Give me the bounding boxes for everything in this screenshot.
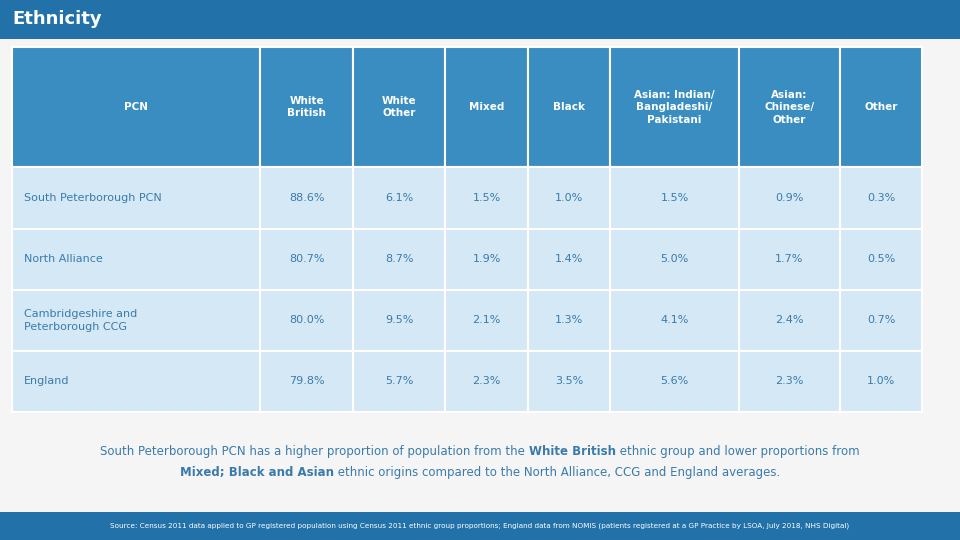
Text: 1.4%: 1.4% xyxy=(555,254,583,264)
Text: 79.8%: 79.8% xyxy=(289,376,324,387)
Text: ethnic origins compared to the North Alliance, CCG and England averages.: ethnic origins compared to the North All… xyxy=(334,465,780,479)
Text: 5.7%: 5.7% xyxy=(385,376,414,387)
Text: 0.5%: 0.5% xyxy=(867,254,896,264)
Text: 2.1%: 2.1% xyxy=(472,315,501,325)
Text: Mixed; Black and Asian: Mixed; Black and Asian xyxy=(180,465,334,479)
Text: 1.0%: 1.0% xyxy=(555,193,583,203)
Text: Mixed: Mixed xyxy=(468,102,504,112)
Text: 1.3%: 1.3% xyxy=(555,315,583,325)
Text: 1.9%: 1.9% xyxy=(472,254,501,264)
Text: White British: White British xyxy=(529,445,616,458)
Text: White
Other: White Other xyxy=(382,96,417,118)
Text: 80.0%: 80.0% xyxy=(289,315,324,325)
Text: Cambridgeshire and
Peterborough CCG: Cambridgeshire and Peterborough CCG xyxy=(24,309,137,332)
Text: England: England xyxy=(24,376,69,387)
Text: 1.7%: 1.7% xyxy=(776,254,804,264)
Text: Source: Census 2011 data applied to GP registered population using Census 2011 e: Source: Census 2011 data applied to GP r… xyxy=(110,523,850,529)
Text: 4.1%: 4.1% xyxy=(660,315,688,325)
Text: Ethnicity: Ethnicity xyxy=(12,10,102,29)
Text: North Alliance: North Alliance xyxy=(24,254,103,264)
Text: 0.9%: 0.9% xyxy=(776,193,804,203)
Text: 1.5%: 1.5% xyxy=(472,193,501,203)
Text: 3.5%: 3.5% xyxy=(555,376,583,387)
Text: Other: Other xyxy=(864,102,898,112)
Text: 0.7%: 0.7% xyxy=(867,315,896,325)
Text: South Peterborough PCN has a higher proportion of population from the: South Peterborough PCN has a higher prop… xyxy=(101,445,529,458)
Text: Black: Black xyxy=(553,102,585,112)
Text: 5.0%: 5.0% xyxy=(660,254,688,264)
Text: Asian: Indian/
Bangladeshi/
Pakistani: Asian: Indian/ Bangladeshi/ Pakistani xyxy=(635,90,715,125)
Text: 0.3%: 0.3% xyxy=(867,193,896,203)
Text: 1.5%: 1.5% xyxy=(660,193,688,203)
Text: 9.5%: 9.5% xyxy=(385,315,414,325)
Text: 6.1%: 6.1% xyxy=(385,193,413,203)
Text: 88.6%: 88.6% xyxy=(289,193,324,203)
Text: 80.7%: 80.7% xyxy=(289,254,324,264)
Text: 2.4%: 2.4% xyxy=(776,315,804,325)
Text: 1.0%: 1.0% xyxy=(867,376,896,387)
Text: South Peterborough PCN: South Peterborough PCN xyxy=(24,193,161,203)
Text: 5.6%: 5.6% xyxy=(660,376,688,387)
Text: 2.3%: 2.3% xyxy=(776,376,804,387)
Text: PCN: PCN xyxy=(125,102,149,112)
Text: ethnic group and lower proportions from: ethnic group and lower proportions from xyxy=(616,445,859,458)
Text: 8.7%: 8.7% xyxy=(385,254,414,264)
Text: White
British: White British xyxy=(287,96,326,118)
Text: 2.3%: 2.3% xyxy=(472,376,501,387)
Text: Asian:
Chinese/
Other: Asian: Chinese/ Other xyxy=(764,90,815,125)
